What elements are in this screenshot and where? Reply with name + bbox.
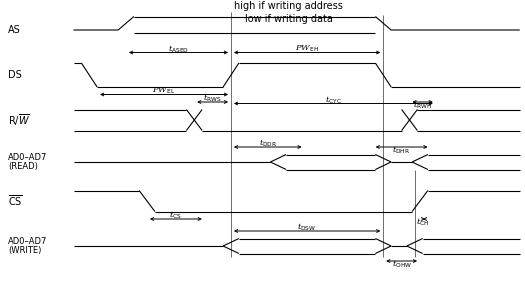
- Text: t$_{\rm DHR}$: t$_{\rm DHR}$: [393, 145, 411, 156]
- Text: t$_{\rm DDR}$: t$_{\rm DDR}$: [258, 138, 277, 149]
- Text: R/$\overline{W}$: R/$\overline{W}$: [8, 112, 30, 128]
- Text: t$_{\rm OHW}$: t$_{\rm OHW}$: [392, 259, 412, 270]
- Text: low if writing data: low if writing data: [245, 14, 333, 25]
- Text: PW$_{\rm EL}$: PW$_{\rm EL}$: [152, 85, 176, 96]
- Text: AD0–AD7: AD0–AD7: [8, 153, 47, 162]
- Text: AS: AS: [8, 25, 20, 35]
- Text: t$_{\rm CH}$: t$_{\rm CH}$: [416, 217, 429, 228]
- Text: AD0–AD7: AD0–AD7: [8, 237, 47, 246]
- Text: PW$_{\rm EH}$: PW$_{\rm EH}$: [295, 44, 319, 54]
- Text: t$_{\rm CYC}$: t$_{\rm CYC}$: [325, 94, 342, 106]
- Text: t$_{\rm ASED}$: t$_{\rm ASED}$: [168, 43, 189, 55]
- Text: t$_{\rm RWH}$: t$_{\rm RWH}$: [413, 100, 432, 111]
- Text: high if writing address: high if writing address: [234, 1, 343, 11]
- Text: $\overline{\rm CS}$: $\overline{\rm CS}$: [8, 194, 23, 208]
- Text: DS: DS: [8, 70, 22, 80]
- Text: (READ): (READ): [8, 162, 38, 171]
- Text: t$_{\rm CS}$: t$_{\rm CS}$: [170, 210, 182, 221]
- Text: (WRITE): (WRITE): [8, 246, 41, 255]
- Text: t$_{\rm DSW}$: t$_{\rm DSW}$: [298, 222, 317, 233]
- Text: t$_{\rm RWS}$: t$_{\rm RWS}$: [203, 93, 222, 104]
